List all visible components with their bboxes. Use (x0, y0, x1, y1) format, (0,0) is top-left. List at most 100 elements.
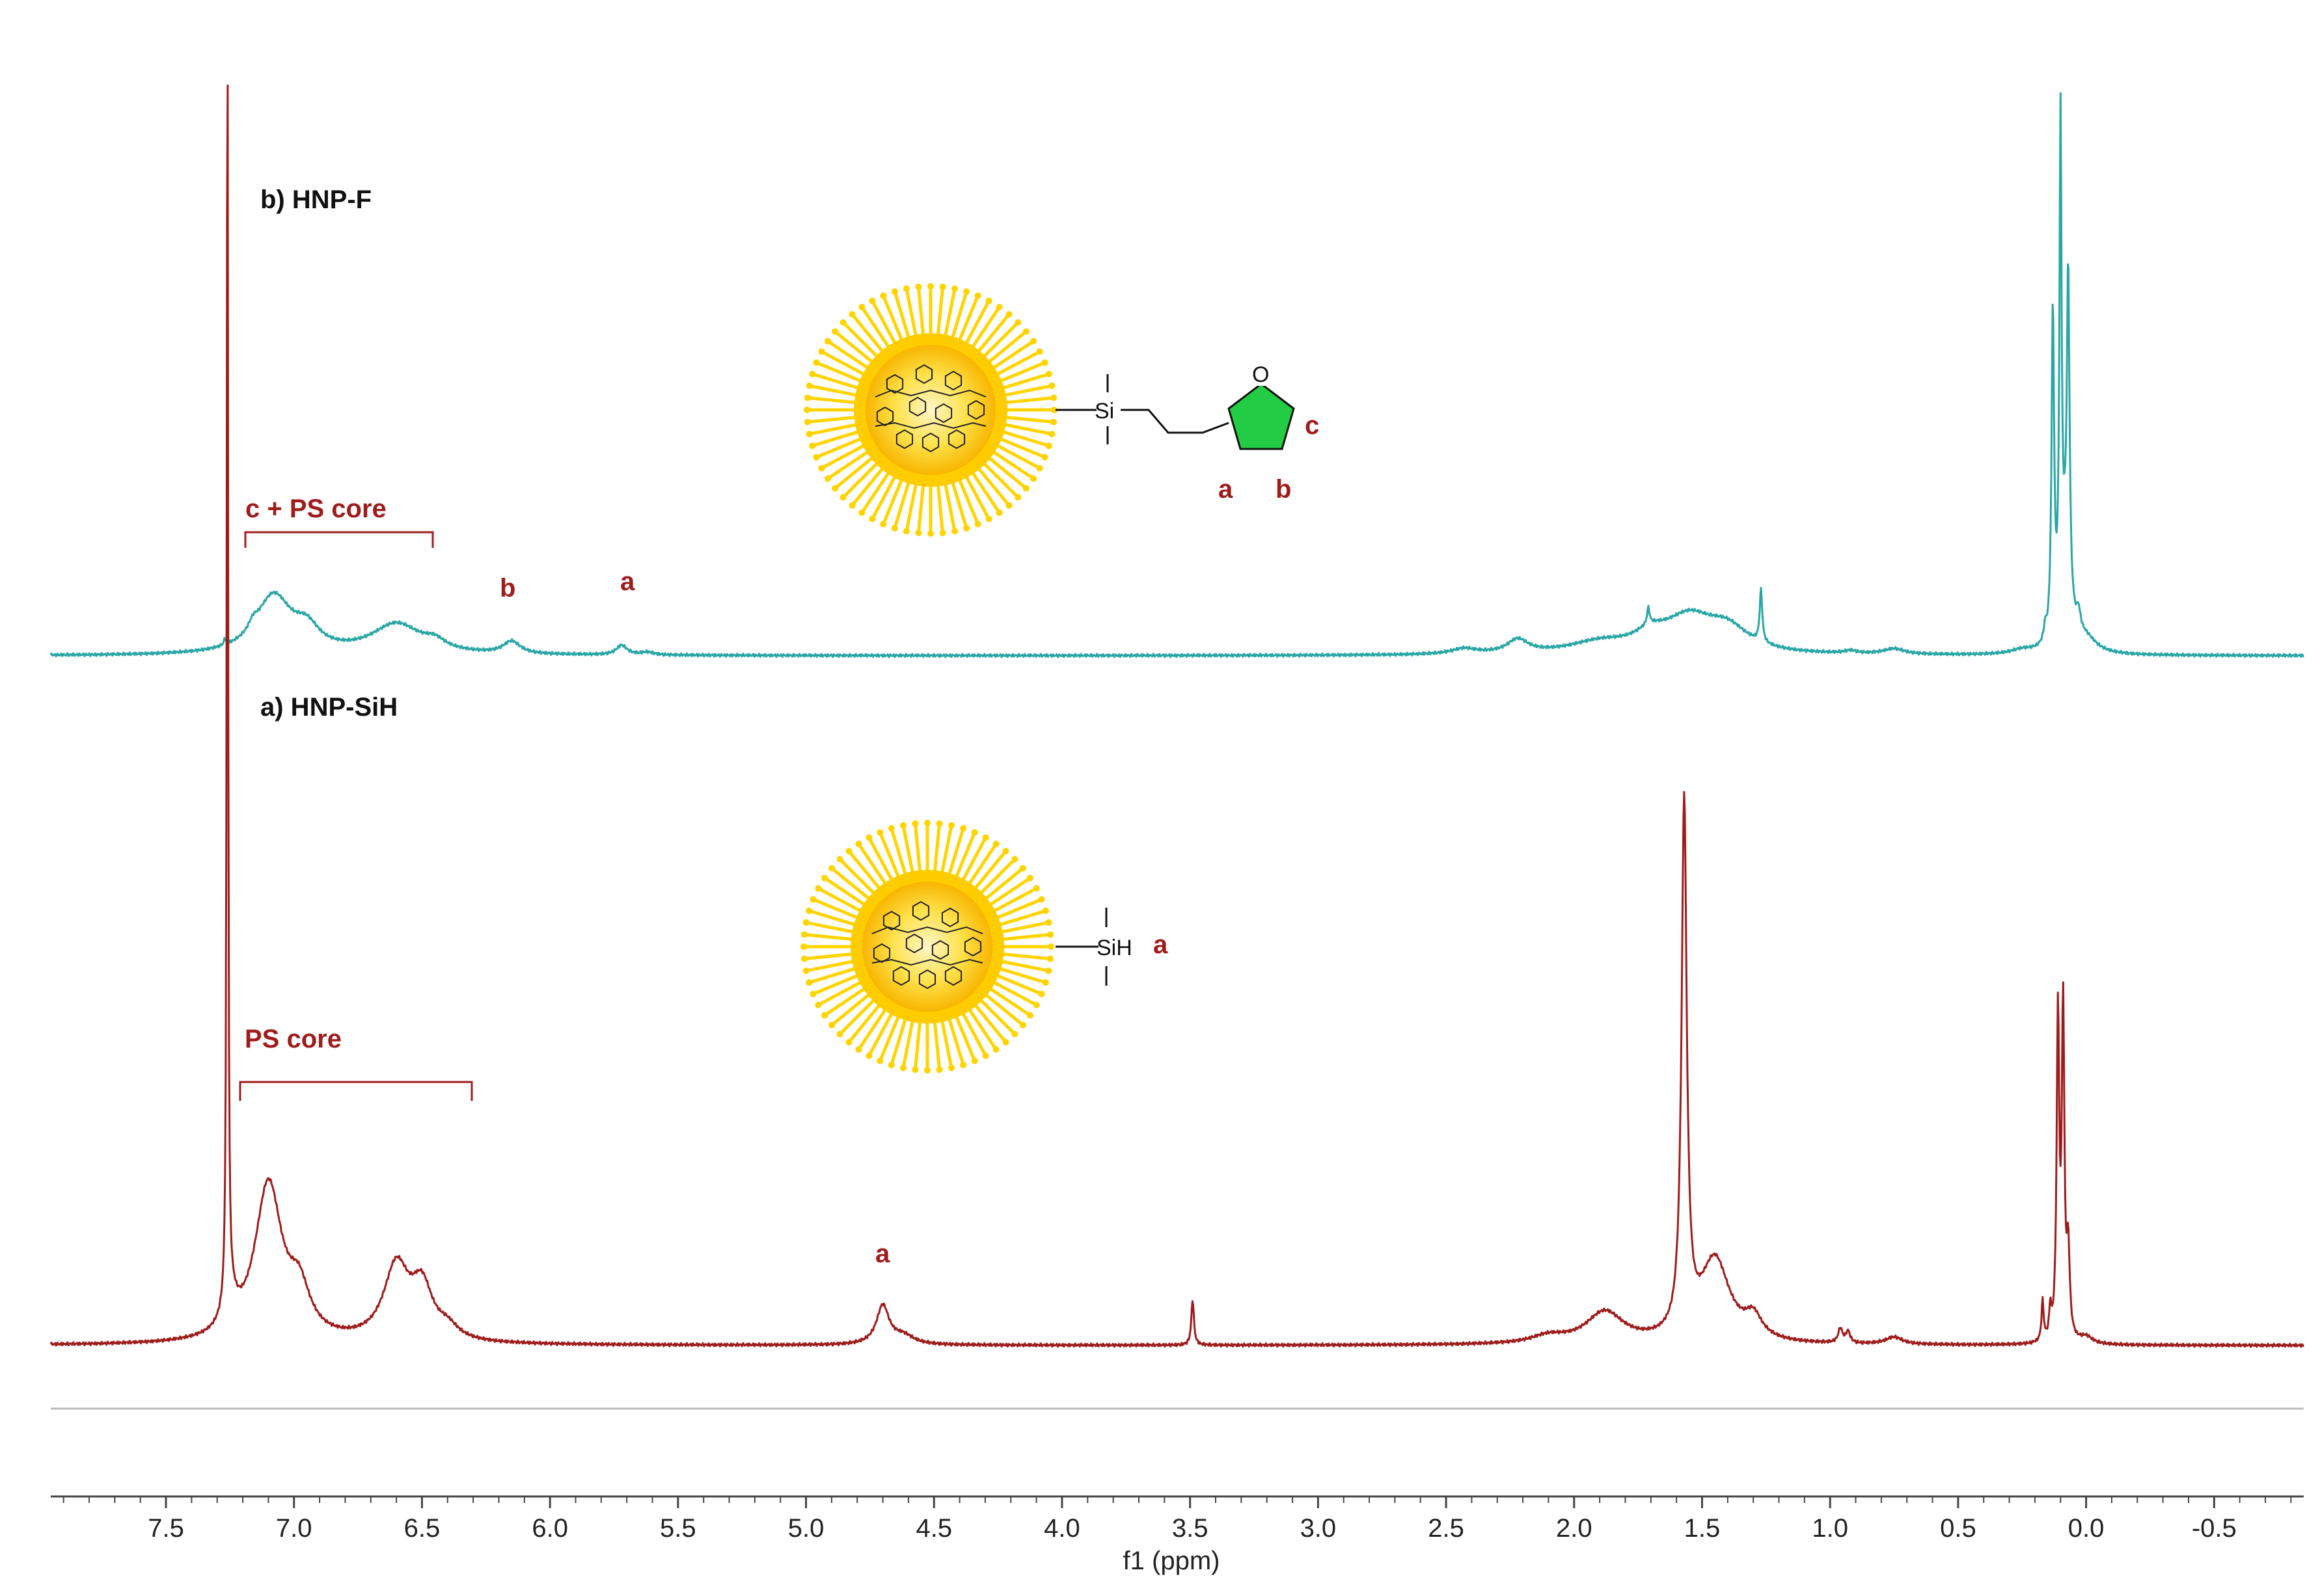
nanoparticle-ray-tip (866, 1052, 873, 1059)
nanoparticle-ray-tip (1011, 1031, 1018, 1038)
nanoparticle-ray-tip (924, 820, 931, 826)
nanoparticle-ray-tip (839, 319, 847, 326)
nanoparticle-ray-tip (951, 528, 959, 535)
nanoparticle-ray-tip (810, 896, 817, 903)
nanoparticle-ray-tip (815, 1001, 822, 1008)
furan-label-c: c (1305, 411, 1319, 440)
furan-ring-icon (1227, 383, 1295, 450)
nanoparticle-ray-tip (939, 530, 946, 537)
nanoparticle-ray-tip (1030, 338, 1037, 345)
nanoparticle-ray-tip (1041, 359, 1048, 366)
nanoparticle-ray-tip (1002, 848, 1009, 855)
x-tick-label: 1.0 (1812, 1514, 1848, 1543)
nanoparticle-ray-tip (813, 453, 820, 461)
nanoparticle-ray-tip (996, 304, 1003, 311)
polystyrene-ring (915, 364, 933, 385)
nanoparticle-ray-tip (1036, 348, 1043, 355)
nanoparticle-ray-tip (1015, 319, 1022, 326)
nanoparticle-ray-tip (1005, 502, 1013, 509)
nanoparticle-ray-tip (927, 283, 934, 290)
bracket-b-label: c + PS core (245, 494, 387, 523)
nanoparticle-ray-tip (1002, 1038, 1009, 1046)
x-axis-label: f1 (ppm) (1123, 1547, 1220, 1575)
nanoparticle-ray-tip (839, 494, 847, 501)
polystyrene-ring (912, 900, 930, 921)
nanoparticle-ray-tip (877, 1057, 884, 1064)
nanoparticle-ray-tip (845, 848, 853, 855)
peak-a-label-a: a (875, 1239, 890, 1268)
nanoparticle-ray-tip (985, 515, 992, 522)
x-tick-label: 4.5 (916, 1514, 952, 1543)
polystyrene-ring (918, 969, 936, 990)
nanoparticle-ray-tip (963, 288, 970, 295)
nanoparticle-ray-tip (818, 465, 825, 472)
nanoparticle-ray-tip (825, 338, 832, 345)
x-tick-label: 7.0 (276, 1514, 312, 1543)
x-tick-label: 5.5 (660, 1514, 696, 1543)
nanoparticle-ray-tip (992, 841, 1000, 848)
bracket-a (239, 1081, 473, 1101)
nanoparticle-ray-tip (888, 1061, 895, 1068)
nanoparticle-ray-tip (915, 283, 922, 290)
nanoparticle-ray-tip (1011, 856, 1018, 863)
nanoparticle-ray-tip (855, 1046, 862, 1053)
nanoparticle-ray-tip (880, 521, 887, 528)
nanoparticle-ray-tip (1033, 885, 1040, 892)
nanoparticle-ray-tip (1050, 418, 1058, 426)
nanoparticle-ray-tip (813, 359, 820, 366)
polystyrene-ring (941, 907, 959, 928)
nanoparticle-ray-tip (1038, 896, 1045, 903)
x-tick-label: 3.5 (1172, 1514, 1208, 1543)
spectrum-b-label: b) HNP-F (260, 185, 372, 214)
nanoparticle-ray-tip (877, 829, 884, 836)
nanoparticle-ray-tip (1048, 431, 1056, 438)
nanoparticle-ray-tip (948, 1064, 955, 1072)
nanoparticle-ray-tip (912, 1066, 919, 1074)
nanoparticle-ray-tip (939, 283, 946, 290)
nanoparticle-ray-tip (849, 311, 856, 318)
nanoparticle-ray-tip (855, 841, 862, 848)
sih-label-a: a (1153, 930, 1168, 959)
x-tick-label: 0.0 (2068, 1514, 2105, 1543)
nanoparticle-ray-tip (858, 304, 866, 311)
x-tick-label: 6.5 (404, 1514, 441, 1543)
nanoparticle-ray-tip (1045, 370, 1052, 377)
nanoparticle-ray-tip (1038, 990, 1045, 997)
nanoparticle-ray-tip (903, 528, 910, 535)
nanoparticle-ray-tip (836, 856, 843, 863)
nanoparticle-ray-tip (899, 822, 907, 829)
nanoparticle-ray-tip (888, 825, 895, 832)
nanoparticle-ray-tip (1050, 394, 1058, 401)
nanoparticle-ray-tip (845, 1038, 853, 1046)
structure-hnp-f: Si O c a b (804, 283, 1319, 537)
x-tick-label: 0.5 (1940, 1514, 1976, 1543)
nanoparticle-ray-tip (1022, 485, 1030, 492)
nanoparticle-ray-tip (804, 418, 811, 426)
nanoparticle-ray-tip (936, 820, 943, 827)
x-tick-label: 4.0 (1044, 1514, 1080, 1543)
nanoparticle-ray-tip (1030, 475, 1037, 482)
nanoparticle-ray-tip (806, 431, 813, 438)
nanoparticle-ray-tip (821, 1012, 828, 1019)
nanoparticle-ray-tip (804, 407, 810, 413)
furan-label-b: b (1276, 475, 1291, 504)
nanoparticle-ray-tip (849, 502, 856, 509)
nanoparticle-ray-tip (869, 297, 876, 304)
nanoparticle-ray-tip (1015, 494, 1022, 501)
nanoparticle-ray-tip (836, 1031, 843, 1038)
nanoparticle-ray-tip (802, 919, 810, 926)
polymer-chain (875, 422, 987, 429)
nanoparticle-ray-tip (891, 524, 898, 532)
nanoparticle-ray-tip (1051, 407, 1058, 413)
nanoparticle-ray-tip (1026, 1012, 1033, 1019)
nanoparticle-ray-tip (1042, 979, 1049, 986)
nanoparticle-ray-tip (1022, 328, 1030, 335)
nanoparticle-ray-tip (1026, 874, 1033, 882)
nanoparticle-ray-tip (1005, 311, 1013, 318)
series-hnp-f-line (49, 92, 2305, 658)
nanoparticle-ray-tip (948, 822, 955, 829)
series-hnp-sih-line (49, 84, 2304, 1348)
nanoparticle-ray-tip (903, 285, 910, 292)
polystyrene-ring (873, 943, 891, 964)
